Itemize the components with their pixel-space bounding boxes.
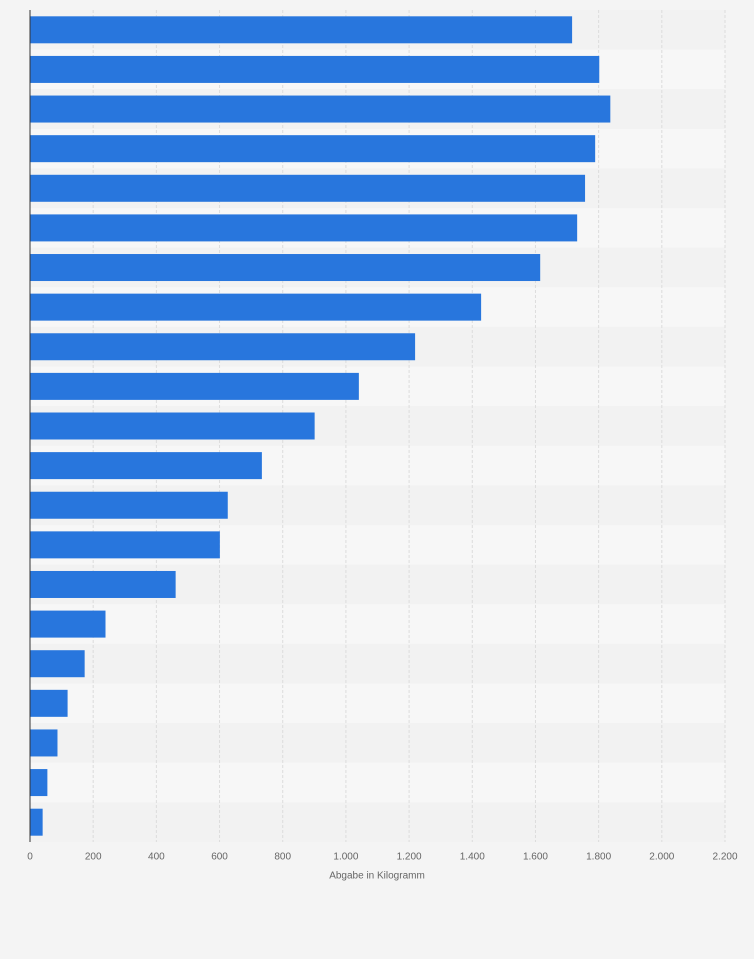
x-tick-label: 0 [27,852,33,863]
bar [30,412,315,440]
row-band [30,802,725,842]
x-tick-label: 2.200 [712,852,737,863]
bar [30,254,541,282]
bar [30,16,573,44]
x-tick-label: 1.800 [586,852,611,863]
bar [30,689,68,717]
x-axis-label: Abgabe in Kilogramm [329,871,425,882]
x-tick-label: 2.000 [649,852,674,863]
x-tick-label: 1.400 [460,852,485,863]
bar [30,610,106,638]
bar [30,372,359,400]
bar [30,95,611,123]
bar [30,531,220,559]
bar [30,570,176,598]
row-band [30,604,725,644]
x-tick-label: 200 [85,852,102,863]
x-tick-label: 600 [211,852,228,863]
bar [30,135,596,163]
x-tick-label: 800 [274,852,291,863]
bar [30,769,48,797]
bar [30,293,482,321]
bar [30,214,578,242]
bar [30,808,43,836]
row-band [30,723,725,763]
bar [30,174,586,202]
x-tick-label: 400 [148,852,165,863]
bar [30,491,228,519]
x-tick-label: 1.200 [397,852,422,863]
bar [30,55,600,83]
bar [30,729,58,757]
row-band [30,762,725,803]
row-band [30,643,725,684]
bar [30,452,262,480]
row-band [30,683,725,724]
x-tick-label: 1.000 [333,852,358,863]
bar [30,650,85,678]
bar [30,333,416,361]
x-tick-label: 1.600 [523,852,548,863]
